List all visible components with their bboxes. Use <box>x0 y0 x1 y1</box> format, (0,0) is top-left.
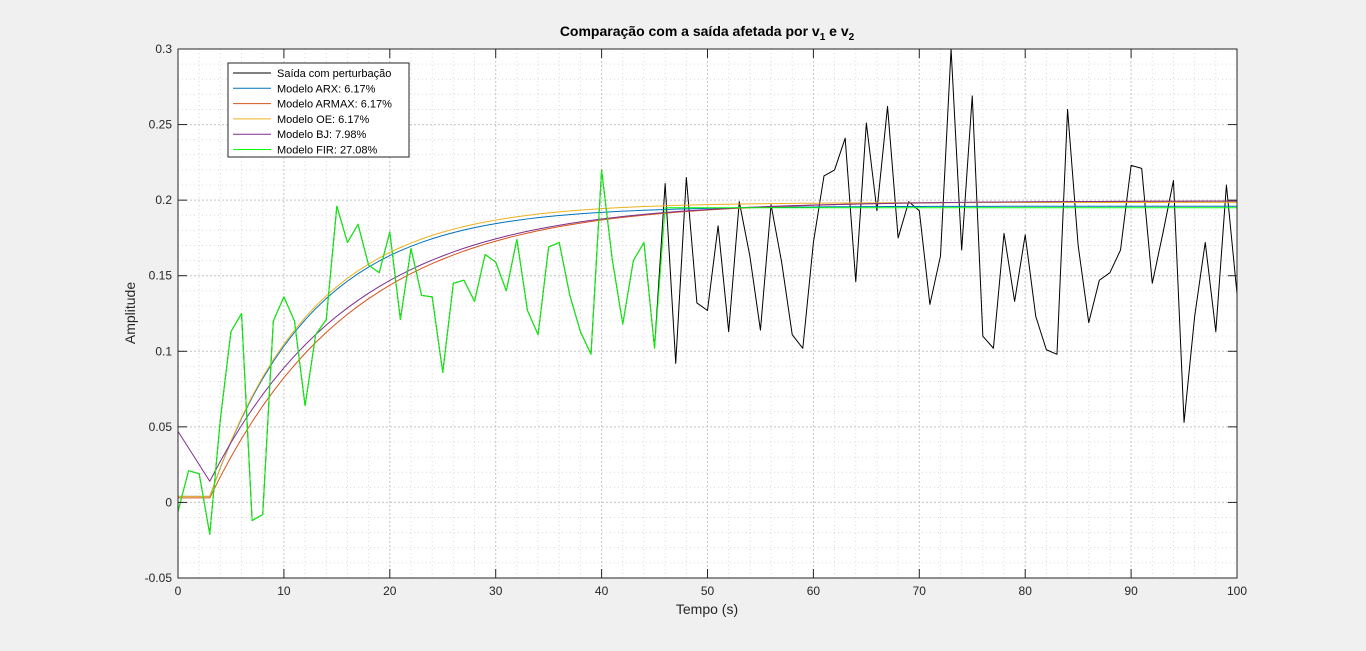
legend-entry: Modelo ARMAX: 6.17% <box>277 99 392 111</box>
series-line-4 <box>178 201 1237 497</box>
x-tick-label: 100 <box>1227 584 1247 598</box>
legend-entry: Modelo OE: 6.17% <box>277 114 370 126</box>
y-tick-label: 0.1 <box>155 344 172 358</box>
y-tick-label: 0.3 <box>155 42 172 56</box>
series-line-6 <box>177 169 1237 535</box>
series-line-2 <box>178 205 1237 497</box>
y-tick-label: 0.15 <box>149 269 173 283</box>
chart-title: Comparação com a saída afetada por v1 e … <box>560 23 855 43</box>
y-tick-label: 0.2 <box>155 193 172 207</box>
x-tick-label: 50 <box>701 584 715 598</box>
x-tick-label: 20 <box>383 584 397 598</box>
y-axis-label: Amplitude <box>122 282 138 344</box>
x-tick-labels: 0 10 20 30 40 50 60 70 80 90 100 <box>175 584 1248 598</box>
legend-entry: Saída com perturbação <box>277 68 391 80</box>
x-tick-label: 30 <box>489 584 503 598</box>
series-line-5 <box>177 200 1238 482</box>
y-tick-label: 0.25 <box>149 118 173 132</box>
tick-marks <box>177 48 1238 579</box>
x-tick-label: 10 <box>277 584 291 598</box>
legend-box <box>227 62 410 158</box>
legend: Saída com perturbação Modelo ARX: 6.17% Mo… <box>227 62 410 158</box>
x-tick-label: 70 <box>913 584 927 598</box>
y-tick-label: -0.05 <box>145 571 173 585</box>
legend-entry: Modelo FIR: 27.08% <box>277 145 377 157</box>
x-tick-label: 90 <box>1124 584 1138 598</box>
x-tick-label: 60 <box>807 584 821 598</box>
x-tick-label: 0 <box>175 584 182 598</box>
x-tick-label: 80 <box>1019 584 1033 598</box>
y-tick-label: 0.05 <box>149 420 173 434</box>
legend-entry: Modelo ARX: 6.17% <box>277 83 376 95</box>
x-tick-label: 40 <box>595 584 609 598</box>
legend-entry: Modelo BJ: 7.98% <box>277 129 366 141</box>
x-axis-label: Tempo (s) <box>676 601 738 617</box>
y-tick-labels: -0.05 0 0.05 0.1 0.15 0.2 0.25 0.3 <box>145 42 173 585</box>
series-layer <box>177 48 1238 535</box>
y-tick-label: 0 <box>165 495 172 509</box>
